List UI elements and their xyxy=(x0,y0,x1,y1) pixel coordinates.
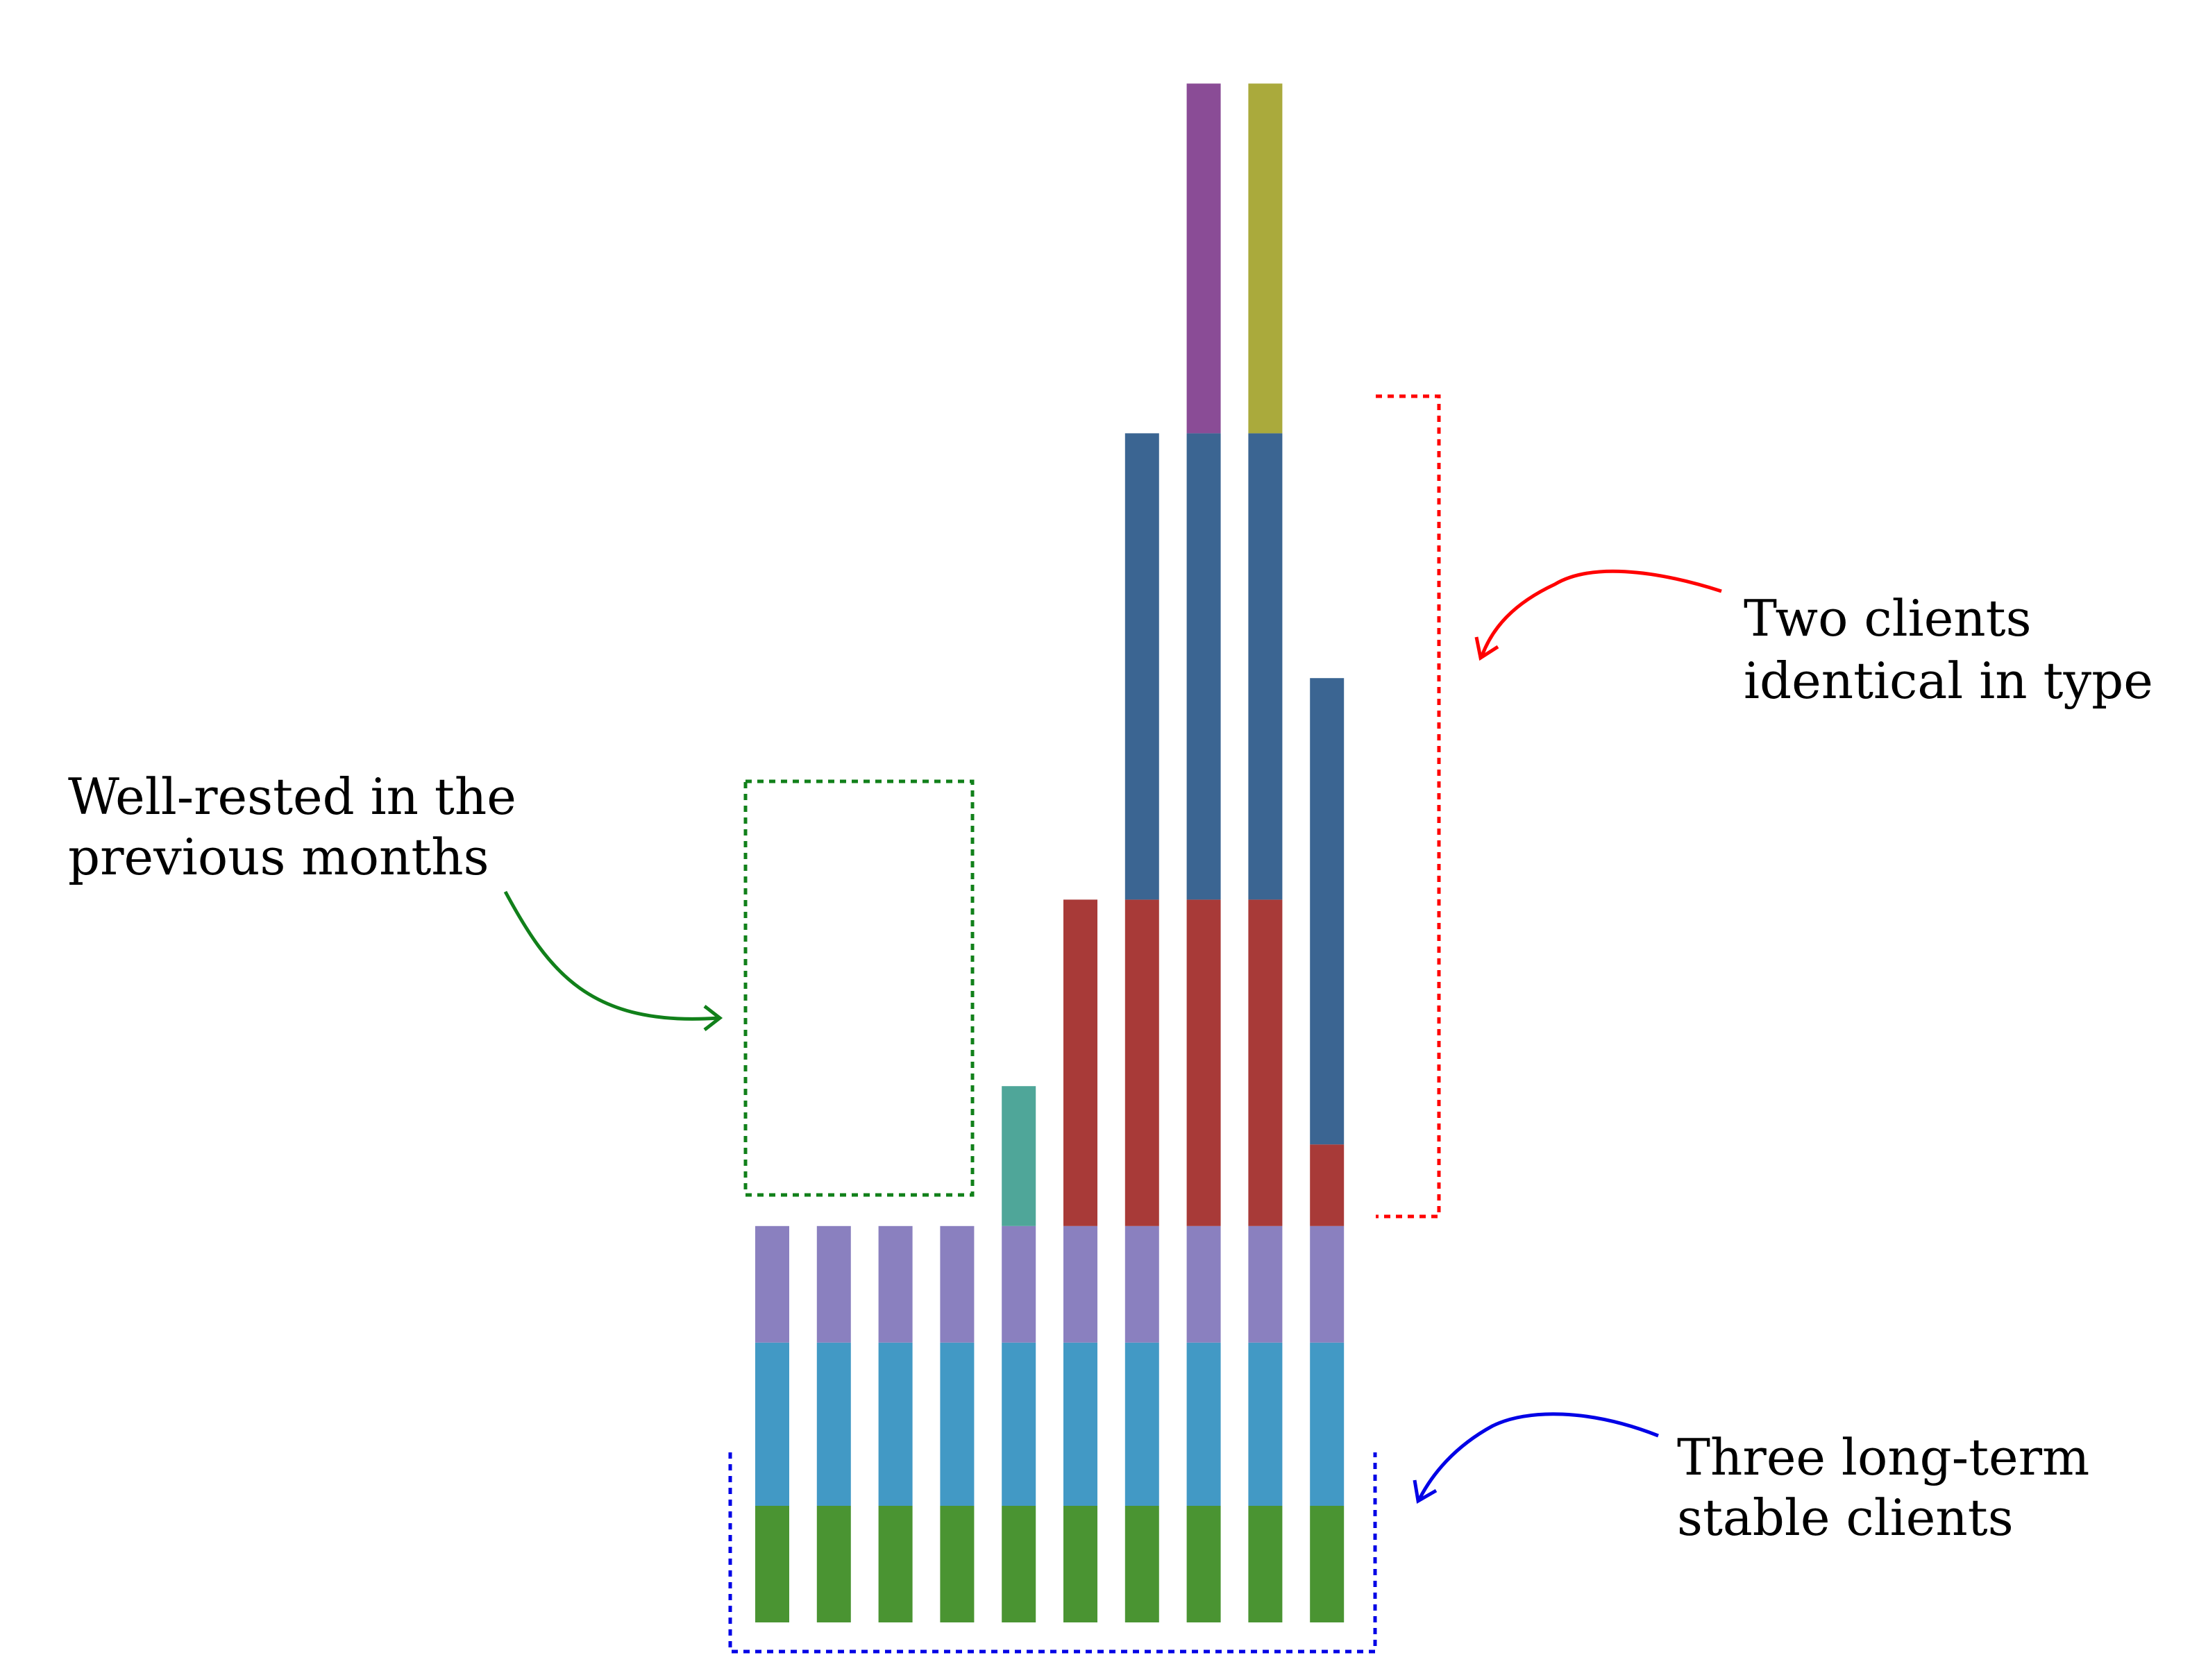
bar-7-segment-1 xyxy=(1124,1506,1159,1622)
bars-group xyxy=(755,83,1345,1622)
bar-10-segment-6 xyxy=(1310,678,1345,1145)
bar-2-segment-1 xyxy=(816,1506,851,1622)
three-stable-line-1: Three long-term xyxy=(1677,1428,2089,1486)
bar-8-segment-3 xyxy=(1186,1225,1221,1343)
bar-5-segment-2 xyxy=(1002,1342,1036,1506)
bar-4-segment-3 xyxy=(940,1225,975,1343)
three-stable-arrow xyxy=(1417,1412,1659,1500)
bar-9-segment-1 xyxy=(1248,1506,1283,1622)
bar-5-segment-4 xyxy=(1002,1086,1036,1226)
three-stable-note: Three long-term stable clients xyxy=(1677,1428,2105,1547)
bar-2-segment-2 xyxy=(816,1342,851,1506)
bar-9-segment-5 xyxy=(1248,899,1283,1226)
bar-3-segment-3 xyxy=(878,1225,913,1343)
two-clients-line-1: Two clients xyxy=(1744,589,2032,647)
well-rested-line-1: Well-rested in the xyxy=(68,767,516,826)
well-rested-note: Well-rested in the previous months xyxy=(68,767,532,886)
bar-6-segment-5 xyxy=(1063,899,1097,1226)
bar-9-segment-2 xyxy=(1248,1342,1283,1506)
bar-5-segment-1 xyxy=(1002,1506,1036,1622)
two-clients-line-2: identical in type xyxy=(1744,652,2153,710)
bar-6-segment-2 xyxy=(1063,1342,1097,1506)
bar-1-segment-3 xyxy=(755,1225,789,1343)
three-stable-arrowhead xyxy=(1413,1479,1438,1504)
bar-9-segment-8 xyxy=(1248,83,1283,434)
bar-4-segment-1 xyxy=(940,1506,975,1622)
bar-8-segment-2 xyxy=(1186,1342,1221,1506)
bar-10-segment-1 xyxy=(1310,1506,1345,1622)
bar-5-segment-3 xyxy=(1002,1225,1036,1343)
bar-4-segment-2 xyxy=(940,1342,975,1506)
three-stable-line-2: stable clients xyxy=(1677,1488,2014,1547)
bar-7-segment-3 xyxy=(1124,1225,1159,1343)
three-stable-bracket xyxy=(728,1452,1377,1654)
bar-8-segment-5 xyxy=(1186,899,1221,1226)
two-clients-arrowhead xyxy=(1474,636,1499,661)
bar-8-segment-7 xyxy=(1186,83,1221,434)
bar-10-segment-3 xyxy=(1310,1225,1345,1343)
bar-8-segment-6 xyxy=(1186,433,1221,900)
bar-9-segment-6 xyxy=(1248,433,1283,900)
bar-10-segment-5 xyxy=(1310,1144,1345,1226)
well-rested-line-2: previous months xyxy=(68,828,489,886)
bar-6-segment-1 xyxy=(1063,1506,1097,1622)
well-rested-arrow xyxy=(503,890,719,1021)
bar-10-segment-2 xyxy=(1310,1342,1345,1506)
two-clients-arrow xyxy=(1480,569,1722,656)
bar-9-segment-3 xyxy=(1248,1225,1283,1343)
well-rested-box xyxy=(743,779,975,1197)
two-clients-note: Two clients identical in type xyxy=(1744,589,2153,710)
bar-1-segment-2 xyxy=(755,1342,789,1506)
bar-7-segment-5 xyxy=(1124,899,1159,1226)
bar-2-segment-3 xyxy=(816,1225,851,1343)
bar-8-segment-1 xyxy=(1186,1506,1221,1622)
bar-3-segment-2 xyxy=(878,1342,913,1506)
bar-7-segment-2 xyxy=(1124,1342,1159,1506)
bar-7-segment-6 xyxy=(1124,433,1159,900)
two-clients-bracket xyxy=(1376,394,1441,1219)
bar-6-segment-3 xyxy=(1063,1225,1097,1343)
bar-1-segment-1 xyxy=(755,1506,789,1622)
bar-3-segment-1 xyxy=(878,1506,913,1622)
well-rested-arrowhead xyxy=(703,1005,723,1031)
